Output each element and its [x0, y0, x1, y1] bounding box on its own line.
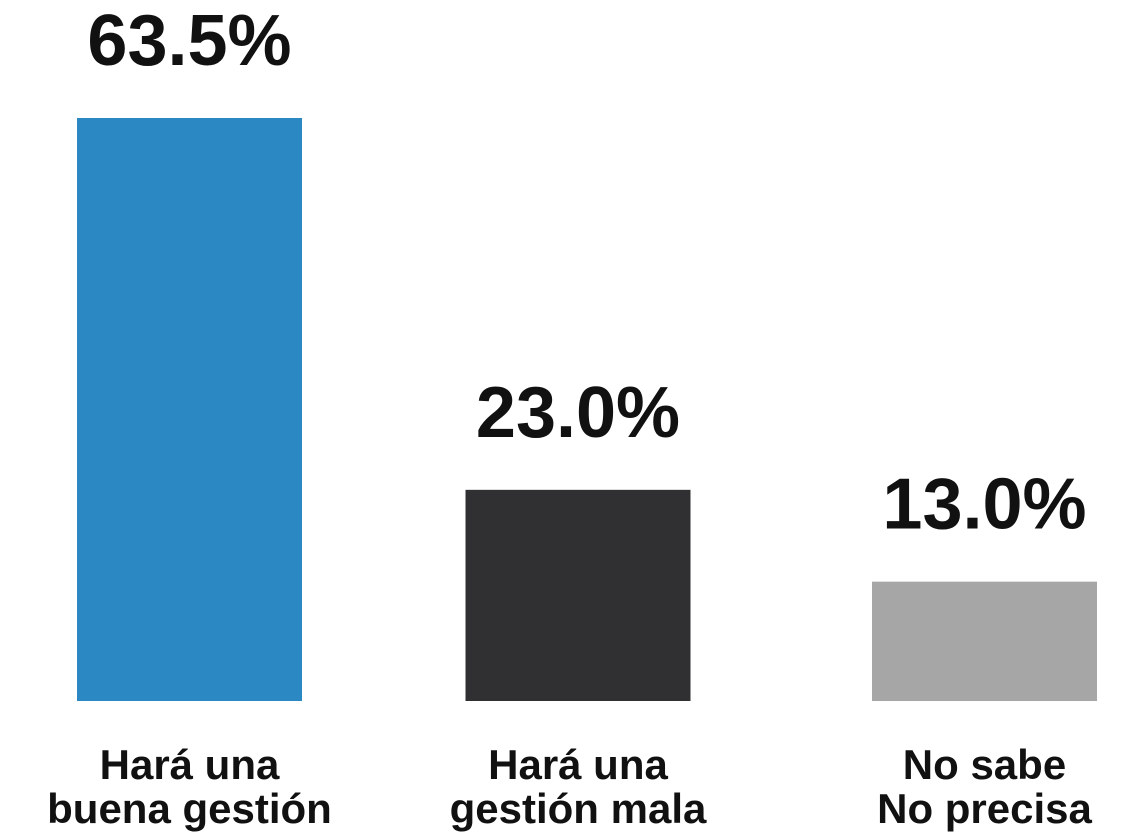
category-label: No precisa — [877, 785, 1092, 832]
category-label: buena gestión — [47, 785, 332, 832]
bar — [465, 489, 691, 701]
value-label: 13.0% — [882, 465, 1086, 545]
bar — [77, 118, 302, 701]
category-label: gestión mala — [450, 785, 707, 832]
value-label: 63.5% — [87, 1, 291, 81]
category-label: No sabe — [903, 741, 1066, 788]
bar — [872, 581, 1097, 701]
category-label: Hará una — [488, 741, 668, 788]
category-label: Hará una — [100, 741, 280, 788]
value-label: 23.0% — [476, 373, 680, 453]
